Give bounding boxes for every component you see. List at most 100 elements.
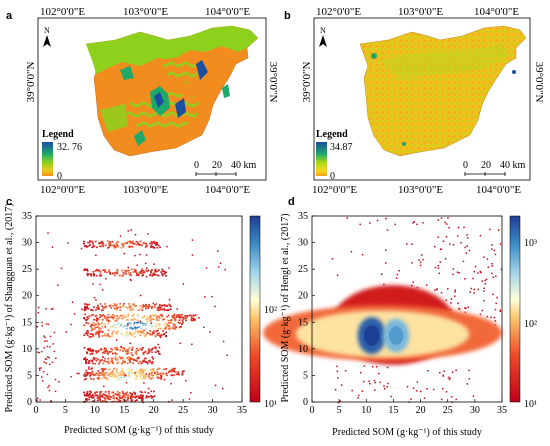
panel-d-xlabel: Predicted SOM (g·kg⁻¹) of this study [332, 427, 482, 438]
panel-b-frame [313, 17, 531, 181]
y-tick-label: 10 [22, 344, 32, 355]
panel-a-bottom-coord-2: 103°0'0"E [123, 184, 168, 196]
y-tick-label: 35 [298, 211, 308, 222]
density-band [83, 240, 161, 249]
panel-b-legend-max: 34.87 [330, 142, 353, 153]
panel-d-ylabel: Predicted SOM (g·kg⁻¹) of Hengl et al., … [280, 213, 291, 402]
panel-a-lat-right: 39°0'0"N [267, 62, 279, 103]
panel-c-plot [36, 229, 228, 404]
y-tick-label: 10 [298, 344, 308, 355]
x-tick-label: 20 [416, 405, 426, 416]
y-tick-label: 20 [298, 291, 308, 302]
panel-b-lat-left: 39°0'0"N [301, 62, 313, 103]
panel-b-patch [371, 53, 377, 59]
panel-a-bottom-coord-1: 102°0'0"E [40, 184, 85, 196]
y-tick-label: 5 [27, 370, 32, 381]
svg-text:20: 20 [212, 160, 222, 171]
panel-b-lat-right: 39°0'0"N [533, 62, 545, 103]
panel-c-chart: c 0 5 10 15 20 25 30 35 0 5 10 15 20 25 30 35 Predicted… [4, 196, 277, 436]
x-tick-label: 30 [208, 405, 218, 416]
x-tick-label: 35 [497, 405, 507, 416]
density-band [83, 329, 167, 338]
panel-b-bottom-coord-3: 104°0'0"E [476, 184, 521, 196]
x-tick-label: 10 [361, 405, 371, 416]
panel-b-top-coord-1: 102°0'0"E [316, 6, 361, 18]
y-tick-label: 35 [22, 211, 32, 222]
x-tick-label: 20 [149, 405, 159, 416]
density-core-centre [388, 326, 404, 345]
panel-a-top-coord-1: 102°0'0"E [40, 6, 85, 18]
panel-d-cbar-tick-3: 10³ [524, 238, 537, 249]
panel-a-map: a 102°0'0"E 103°0'0"E 104°0'0"E 102°0'0"… [6, 6, 279, 196]
panel-a-legend-min: 0 [57, 171, 62, 182]
panel-b-legend-min: 0 [330, 171, 335, 182]
panel-d-plot [263, 217, 503, 404]
panel-b-region [359, 25, 527, 157]
y-tick-label: 0 [27, 397, 32, 408]
y-tick-label: 15 [22, 317, 32, 328]
panel-d-colorbar [509, 215, 521, 403]
panel-c-letter: c [6, 196, 12, 208]
x-tick-label: 35 [237, 405, 247, 416]
svg-text:0: 0 [463, 160, 468, 171]
x-tick-label: 5 [63, 405, 68, 416]
density-core-centre [363, 325, 380, 346]
svg-text:0: 0 [194, 160, 199, 171]
panel-b-top-coord-3: 104°0'0"E [474, 6, 519, 18]
density-band [83, 321, 184, 330]
y-tick-label: 15 [298, 317, 308, 328]
x-tick-label: 5 [337, 405, 342, 416]
panel-a-frame [37, 17, 267, 181]
panel-c-ylabel: Predicted SOM (g·kg⁻¹) of Shangguan et a… [4, 203, 15, 412]
x-tick-label: 10 [90, 405, 100, 416]
density-band [83, 302, 172, 312]
panel-a-green-zone [86, 26, 258, 74]
density-band [83, 394, 144, 403]
panel-a-top-coord-3: 104°0'0"E [205, 6, 250, 18]
x-tick-label: 15 [119, 405, 129, 416]
svg-text:40 km: 40 km [231, 160, 257, 171]
density-band [83, 268, 167, 277]
panel-b-legend-title: Legend [316, 129, 348, 140]
y-tick-label: 30 [22, 238, 32, 249]
panel-d-cbar-tick-2: 10² [524, 319, 537, 330]
panel-b-scale-bar: 0 20 40 km [463, 160, 526, 176]
panel-a-legend-ramp [42, 142, 53, 176]
x-tick-label: 30 [470, 405, 480, 416]
north-arrow-icon: N [43, 26, 51, 47]
y-tick-label: 25 [298, 264, 308, 275]
svg-text:N: N [44, 26, 50, 35]
y-tick-label: 5 [303, 370, 308, 381]
svg-text:20: 20 [481, 160, 491, 171]
panel-a-letter: a [6, 10, 13, 22]
density-band [83, 371, 168, 381]
panel-d-ticks: 0 5 10 15 20 25 30 35 0 5 10 15 20 25 30 35 [298, 211, 507, 416]
panel-b-letter: b [284, 10, 291, 22]
svg-text:40 km: 40 km [500, 160, 526, 171]
x-tick-label: 25 [443, 405, 453, 416]
panel-d-axes-frame [311, 215, 503, 403]
x-tick-label: 0 [310, 405, 315, 416]
panel-c-axes-frame [35, 215, 243, 403]
panel-a-legend-max: 32. 76 [57, 142, 82, 153]
panel-c-cbar-tick-1: 10¹ [264, 399, 277, 410]
panel-b-bottom-coord-2: 103°0'0"E [398, 184, 443, 196]
y-tick-label: 20 [22, 291, 32, 302]
density-band [83, 356, 155, 365]
panel-d-chart: d 0 5 10 15 20 25 30 35 0 5 10 15 20 25 30 35 Predicted… [263, 196, 537, 438]
x-tick-label: 25 [178, 405, 188, 416]
x-tick-label: 0 [34, 405, 39, 416]
north-arrow-icon: N [319, 26, 327, 47]
panel-c-colorbar [249, 215, 261, 403]
y-tick-label: 25 [22, 264, 32, 275]
y-tick-label: 0 [303, 397, 308, 408]
panel-c-cbar-tick-2: 10² [264, 305, 277, 316]
panel-b-bottom-coord-1: 102°0'0"E [312, 184, 357, 196]
panel-a-bottom-coord-3: 104°0'0"E [205, 184, 250, 196]
panel-a-legend-title: Legend [42, 129, 74, 140]
panel-b-legend-ramp [316, 142, 327, 176]
x-tick-label: 15 [388, 405, 398, 416]
panel-a-lat-left: 39°0'0"N [25, 62, 37, 103]
svg-text:N: N [320, 26, 326, 35]
panel-b-top-coord-2: 103°0'0"E [398, 6, 443, 18]
